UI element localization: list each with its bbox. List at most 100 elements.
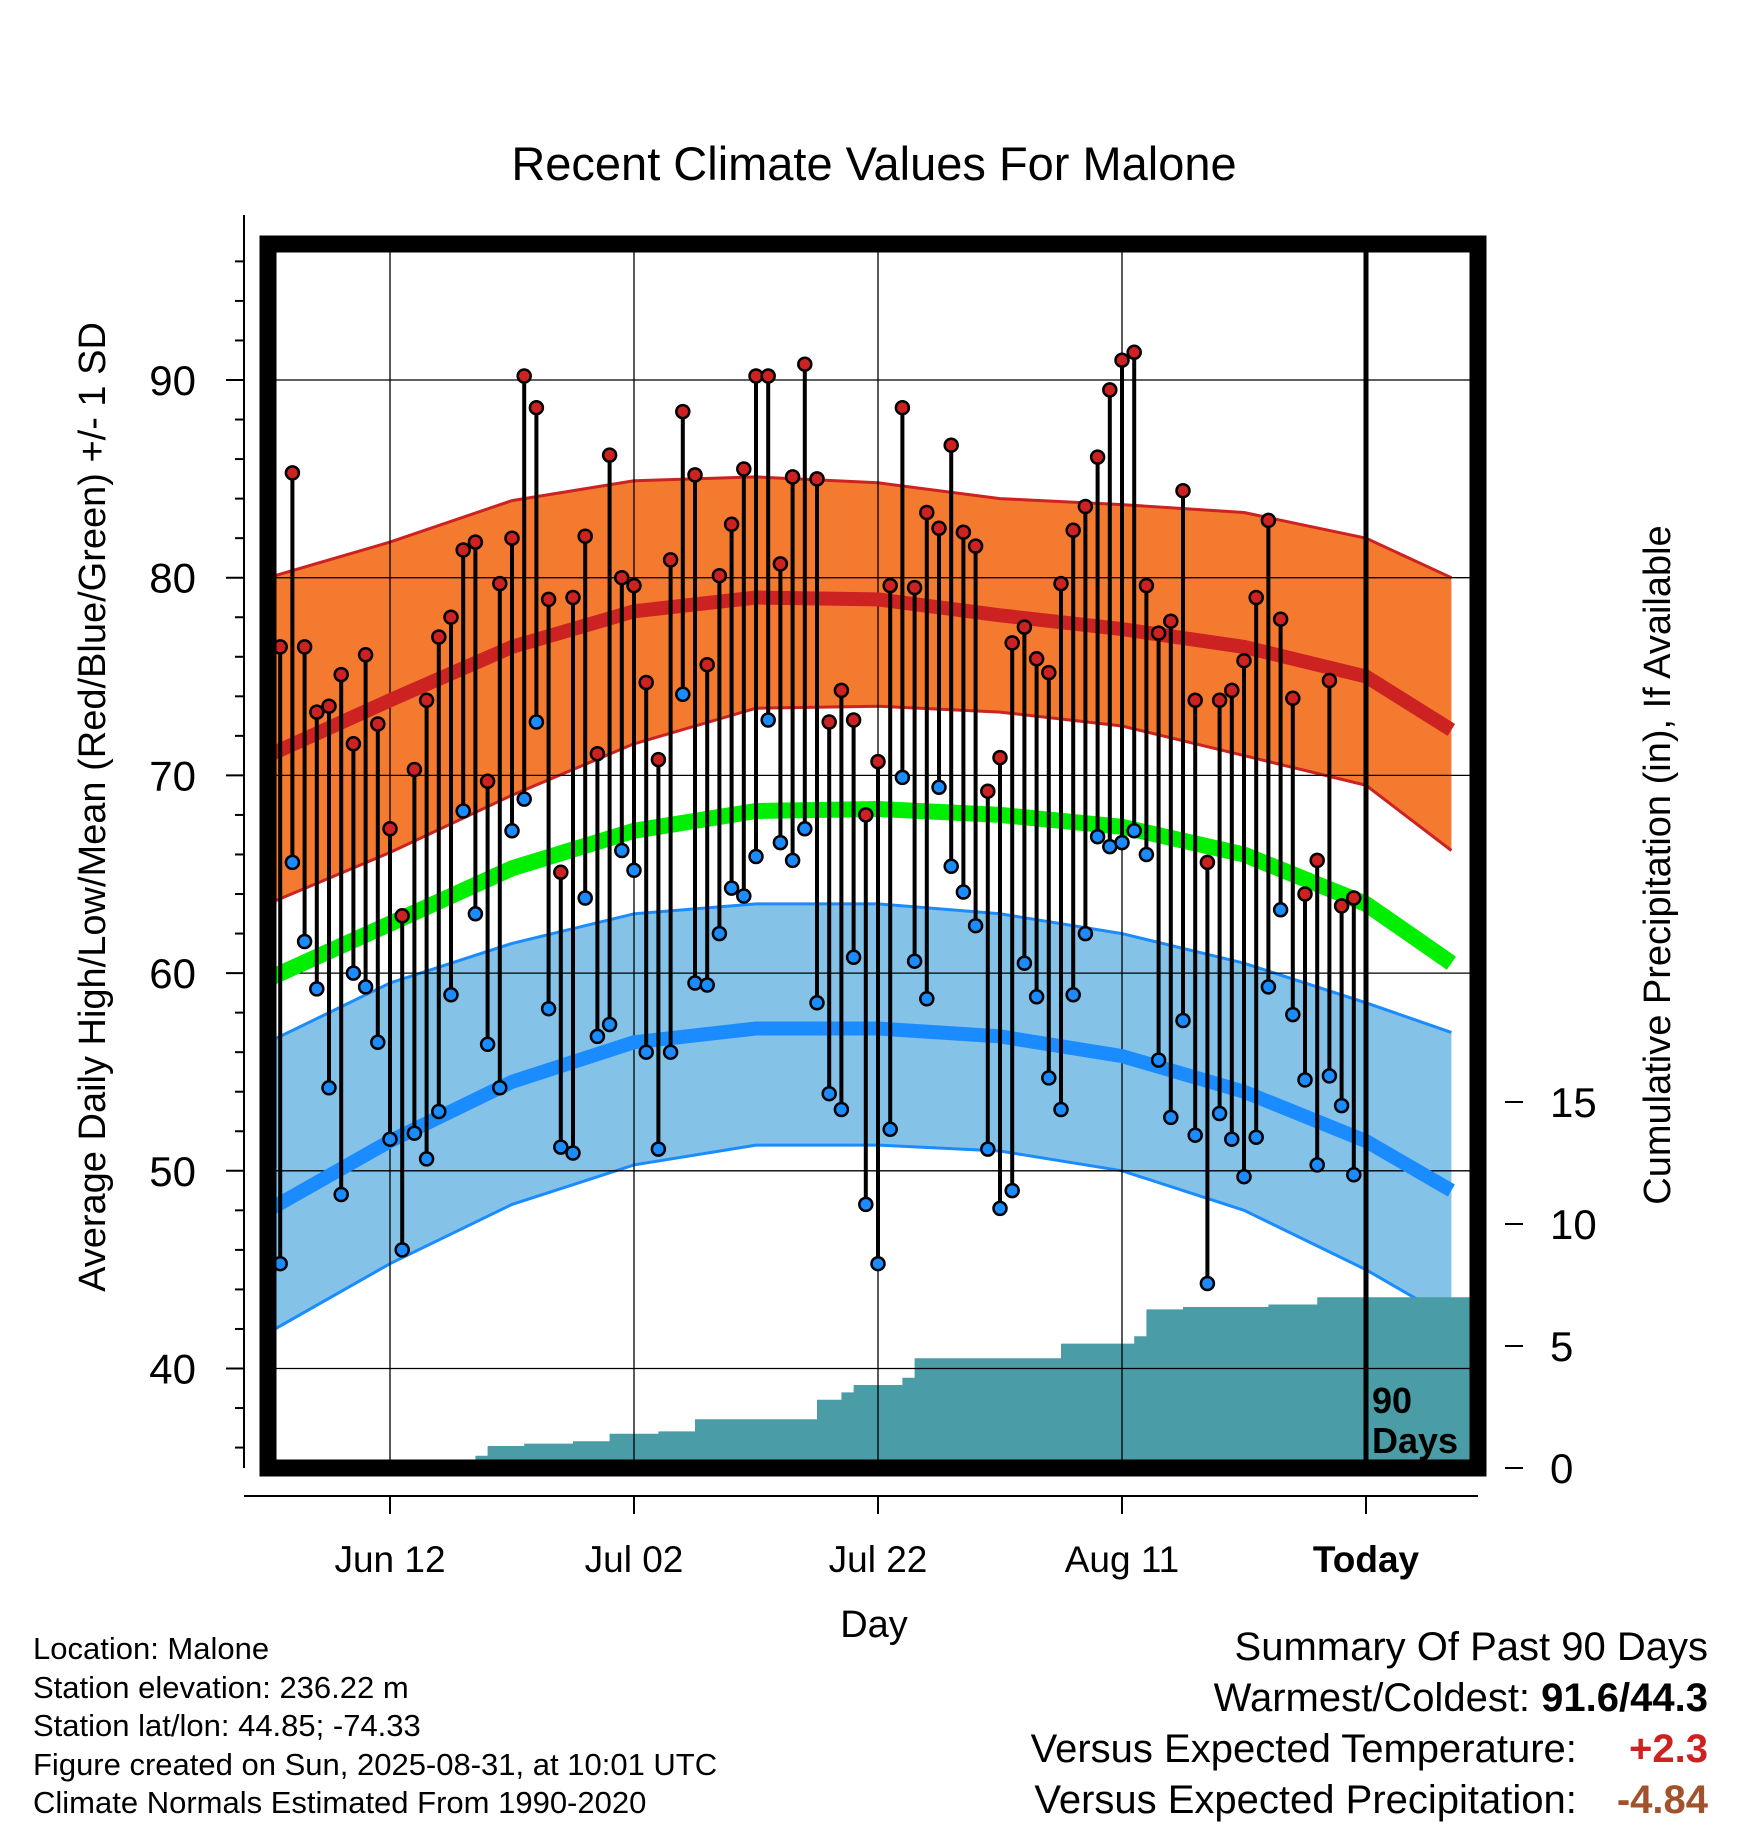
daily-high-point <box>614 569 630 586</box>
daily-high-point <box>699 656 715 673</box>
normals-text: Climate Normals Estimated From 1990-2020 <box>33 1785 647 1820</box>
daily-high-point <box>1199 854 1216 871</box>
daily-low-point <box>711 925 728 942</box>
daily-low-point <box>992 1200 1008 1217</box>
daily-low-point <box>1175 1012 1191 1029</box>
daily-high-point <box>687 467 703 483</box>
daily-high-point <box>943 437 959 453</box>
warm-cold-label: Warmest/Coldest: <box>1213 1676 1531 1720</box>
daily-high-point <box>772 556 789 572</box>
high-sd-band <box>268 476 1452 904</box>
daily-low-point <box>1346 1167 1362 1183</box>
daily-low-point <box>1126 823 1142 839</box>
daily-high-point <box>1016 619 1033 635</box>
precip-cumulative-area <box>268 1297 1478 1468</box>
daily-low-point <box>1150 1052 1167 1068</box>
daily-low-point <box>504 823 520 839</box>
daily-high-point <box>321 698 337 714</box>
plot-frame-rect <box>259 235 1487 1477</box>
daily-low-point <box>1065 987 1081 1003</box>
daily-high-point <box>650 751 667 768</box>
daily-low-point <box>1053 1101 1069 1118</box>
daily-high-point <box>553 864 569 881</box>
daily-low-point <box>382 1131 398 1147</box>
daily-high-point <box>967 538 984 554</box>
y-tick-label: 40 <box>149 1346 196 1393</box>
station-info: Location: Malone Station elevation: 236.… <box>33 1630 717 1823</box>
daily-high-point <box>492 575 508 592</box>
daily-low-point <box>1138 846 1155 863</box>
daily-low-point <box>1089 828 1106 845</box>
daily-high-point <box>382 821 398 837</box>
daily-high-point <box>626 577 642 594</box>
daily-high-point <box>1297 886 1313 902</box>
temp-label: Versus Expected Temperature: <box>1030 1727 1577 1771</box>
daily-low-point <box>797 821 813 837</box>
daily-high-point <box>723 516 740 533</box>
daily-low-point <box>406 1125 423 1141</box>
daily-high-point <box>821 714 837 730</box>
daily-high-point <box>284 465 301 481</box>
x-tick-label: Jul 02 <box>585 1539 684 1580</box>
precip-value: -4.84 <box>1616 1778 1708 1822</box>
daily-high-point <box>1163 613 1179 629</box>
daily-low-point <box>833 1101 850 1118</box>
daily-low-point <box>1248 1129 1264 1145</box>
daily-low-point <box>1297 1072 1313 1088</box>
daily-low-point <box>284 854 301 871</box>
daily-high-point <box>1065 522 1081 539</box>
daily-high-point <box>1089 449 1106 465</box>
daily-low-point <box>1199 1275 1216 1292</box>
daily-high-point <box>1004 635 1020 651</box>
daily-high-point <box>1272 611 1289 627</box>
daily-low-point <box>1016 955 1033 971</box>
daily-low-point <box>882 1121 898 1138</box>
daily-low-point <box>467 906 484 922</box>
precip-row: Versus Expected Precipitation: -4.84 <box>1031 1775 1708 1826</box>
daily-low-point <box>370 1034 386 1051</box>
daily-low-point <box>1211 1105 1228 1122</box>
daily-high-point <box>1077 498 1094 515</box>
daily-low-point <box>760 712 776 728</box>
summary-panel: Summary Of Past 90 Days Warmest/Coldest:… <box>1031 1622 1708 1826</box>
daily-low-point <box>516 791 532 807</box>
daily-low-point <box>638 1044 654 1060</box>
y2-tick-label: 10 <box>1550 1201 1597 1248</box>
daily-high-point <box>370 716 386 732</box>
x-tick-label: Jul 22 <box>829 1539 928 1580</box>
daily-high-point <box>357 647 374 663</box>
daily-high-point <box>870 753 886 770</box>
daily-high-point <box>992 749 1008 766</box>
y2-tick-label: 15 <box>1550 1079 1597 1126</box>
plot-frame <box>259 235 1487 1477</box>
daily-low-point <box>1187 1127 1203 1143</box>
daily-low-point <box>540 1000 557 1017</box>
daily-low-point <box>479 1036 496 1053</box>
daily-high-point <box>528 399 545 416</box>
daily-high-point <box>504 530 520 546</box>
daily-high-point <box>1309 852 1325 869</box>
daily-high-point <box>1260 512 1277 529</box>
daily-high-point <box>675 403 691 420</box>
daily-high-point <box>1224 682 1240 699</box>
daily-low-point <box>1041 1070 1057 1086</box>
daily-low-point <box>858 1196 874 1213</box>
daily-high-point <box>1041 664 1057 681</box>
daily-low-point <box>1163 1109 1179 1126</box>
daily-low-point <box>845 949 862 966</box>
daily-low-point <box>894 769 911 786</box>
x-tick-label: Jun 12 <box>334 1539 445 1580</box>
x-tick-label: Aug 11 <box>1065 1539 1180 1580</box>
daily-high-point <box>589 745 606 762</box>
daily-low-point <box>809 995 825 1011</box>
y2-tick-label: 5 <box>1550 1323 1573 1370</box>
daily-high-point <box>894 399 911 416</box>
daily-high-point <box>833 682 850 699</box>
daily-low-point <box>601 1016 618 1033</box>
daily-high-point <box>577 528 593 544</box>
daily-high-point <box>858 807 874 823</box>
temp-row: Versus Expected Temperature: +2.3 <box>1031 1724 1708 1775</box>
daily-high-point <box>711 567 728 584</box>
daily-high-point <box>431 629 447 645</box>
